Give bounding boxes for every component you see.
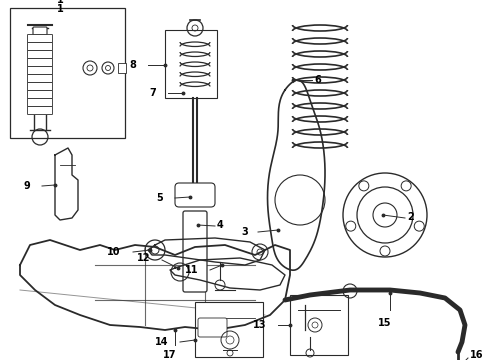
FancyBboxPatch shape (175, 183, 215, 207)
Text: 1: 1 (57, 0, 63, 5)
Text: 15: 15 (378, 318, 392, 328)
Text: 8: 8 (129, 60, 136, 70)
Text: 9: 9 (23, 181, 30, 191)
Bar (165, 30, 217, 98)
FancyBboxPatch shape (27, 58, 52, 67)
Bar (118, 63, 126, 73)
FancyBboxPatch shape (27, 35, 52, 42)
Text: 4: 4 (217, 220, 224, 230)
FancyBboxPatch shape (27, 99, 52, 107)
FancyBboxPatch shape (198, 318, 227, 337)
Text: 3: 3 (241, 227, 248, 237)
Text: 11: 11 (185, 265, 198, 275)
Text: 17: 17 (163, 350, 177, 360)
FancyBboxPatch shape (27, 75, 52, 82)
FancyBboxPatch shape (27, 90, 52, 99)
FancyBboxPatch shape (27, 50, 52, 58)
Text: 2: 2 (407, 212, 414, 222)
FancyBboxPatch shape (183, 211, 207, 292)
Bar (195, 302, 263, 357)
Bar (290, 295, 348, 355)
Text: 14: 14 (154, 337, 168, 347)
Text: 16: 16 (470, 350, 484, 360)
Text: 12: 12 (137, 253, 150, 263)
FancyBboxPatch shape (33, 27, 47, 35)
Bar (10, 8, 125, 138)
FancyBboxPatch shape (27, 42, 52, 50)
FancyBboxPatch shape (27, 82, 52, 90)
Text: 6: 6 (314, 75, 321, 85)
Text: 10: 10 (106, 247, 120, 257)
FancyBboxPatch shape (27, 107, 52, 114)
Text: 1: 1 (57, 4, 63, 14)
Text: 5: 5 (156, 193, 163, 203)
Text: 7: 7 (149, 88, 156, 98)
FancyBboxPatch shape (27, 67, 52, 75)
Text: 13: 13 (252, 320, 266, 330)
